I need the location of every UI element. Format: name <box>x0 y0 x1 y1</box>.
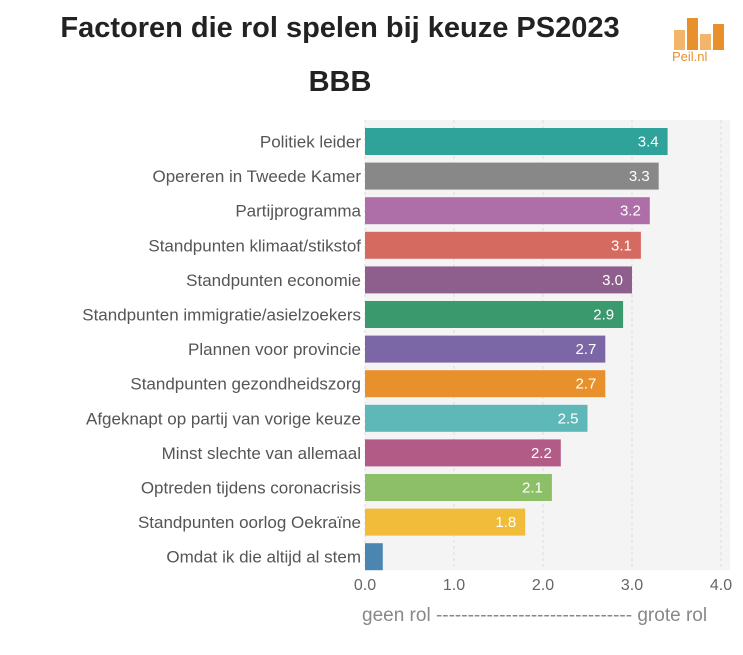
value-label: 2.5 <box>558 410 579 427</box>
value-label: 3.0 <box>602 272 623 289</box>
x-tick-label: 0.0 <box>354 577 376 594</box>
bar <box>365 266 632 294</box>
value-label: 3.4 <box>638 134 659 151</box>
value-label: 3.2 <box>620 203 641 220</box>
scale-note: geen rol -------------------------------… <box>362 605 708 626</box>
category-label: Afgeknapt op partij van vorige keuze <box>86 409 361 428</box>
bar <box>365 439 561 467</box>
category-label: Standpunten gezondheidszorg <box>130 375 361 394</box>
category-label: Plannen voor provincie <box>188 340 361 359</box>
category-label: Politiek leider <box>260 133 361 152</box>
bar <box>365 508 526 536</box>
value-label: 3.3 <box>629 168 650 185</box>
bar <box>365 335 606 363</box>
x-tick-label: 1.0 <box>443 577 465 594</box>
category-label: Opereren in Tweede Kamer <box>152 167 361 186</box>
category-label: Standpunten immigratie/asielzoekers <box>82 306 361 325</box>
category-label: Minst slechte van allemaal <box>162 444 361 463</box>
value-label: 2.7 <box>575 376 596 393</box>
chart-subtitle: BBB <box>308 66 372 98</box>
category-label: Standpunten economie <box>186 271 361 290</box>
bar <box>365 301 624 328</box>
value-label: 2.7 <box>575 341 596 358</box>
bar <box>365 370 606 398</box>
value-label: 2.2 <box>531 445 552 462</box>
value-label: 3.1 <box>611 237 632 254</box>
category-label: Omdat ik die altijd al stem <box>166 548 361 567</box>
bar <box>365 128 668 155</box>
bar <box>365 543 383 571</box>
chart-title: Factoren die rol spelen bij keuze PS2023 <box>60 12 620 44</box>
bar <box>365 197 650 225</box>
category-label: Standpunten klimaat/stikstof <box>148 236 361 255</box>
bar <box>365 162 659 190</box>
category-label: Optreden tijdens coronacrisis <box>141 479 361 498</box>
category-label: Standpunten oorlog Oekraïne <box>138 513 361 532</box>
bar <box>365 474 552 501</box>
x-tick-label: 2.0 <box>532 577 554 594</box>
x-tick-label: 4.0 <box>710 577 732 594</box>
bar <box>365 231 641 259</box>
value-label: 2.1 <box>522 480 543 497</box>
bar <box>365 404 588 432</box>
value-label: 2.9 <box>593 307 614 324</box>
value-label: 1.8 <box>495 514 516 531</box>
logo-text: Peil.nl <box>672 49 708 64</box>
x-tick-label: 3.0 <box>621 577 643 594</box>
bar-chart-logo-icon <box>674 18 724 50</box>
bar-chart: Politiek leider 3.4 Opereren in Tweede Kam… <box>82 120 732 594</box>
category-label: Partijprogramma <box>235 202 361 221</box>
